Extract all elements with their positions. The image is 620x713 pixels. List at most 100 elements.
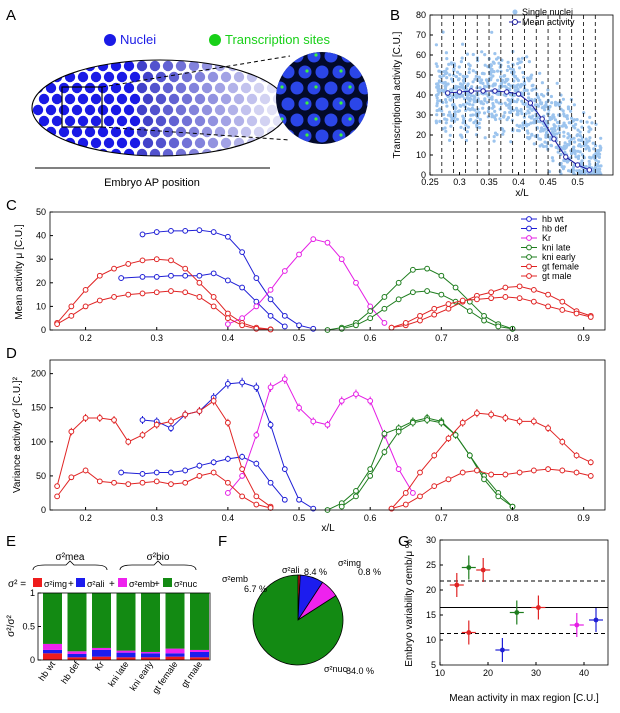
single-nucleus-point <box>506 64 510 69</box>
single-nucleus-point <box>458 103 462 108</box>
single-nucleus-point <box>468 118 472 122</box>
data-point <box>182 227 189 234</box>
nucleus-dot <box>123 148 135 156</box>
e-ytick-label: 0 <box>30 655 35 665</box>
xtick-label: 0.5 <box>293 513 306 523</box>
single-nucleus-point <box>544 103 548 107</box>
single-nucleus-point <box>530 108 534 112</box>
nucleus-dot <box>253 82 265 94</box>
mean-activity-point <box>445 90 451 96</box>
data-point <box>125 291 132 298</box>
single-nucleus-point <box>585 120 589 124</box>
single-nucleus-point <box>544 131 549 135</box>
single-nucleus-point <box>434 62 438 66</box>
single-nucleus-point <box>449 61 453 65</box>
legend-label: hb wt <box>542 214 564 224</box>
data-point <box>445 476 452 483</box>
nucleus-dot <box>45 82 57 94</box>
nucleus-dot <box>136 148 148 156</box>
data-point <box>68 312 75 319</box>
single-nucleus-point <box>587 130 591 134</box>
single-nucleus-point <box>565 117 570 121</box>
single-nucleus-point <box>518 60 522 64</box>
single-nucleus-point <box>509 93 513 97</box>
c-plot-frame <box>49 211 606 331</box>
data-point <box>417 312 423 319</box>
nucleus-dot <box>207 137 219 149</box>
single-nucleus-point <box>542 144 546 149</box>
single-nucleus-point <box>540 101 544 105</box>
nucleus-dot <box>188 60 200 72</box>
data-point <box>281 376 288 382</box>
mean-activity-point <box>456 89 463 95</box>
data-point <box>495 493 502 500</box>
data-point <box>210 459 217 466</box>
single-nucleus-point <box>526 92 531 96</box>
single-nucleus-point <box>437 69 441 73</box>
single-nucleus-point <box>588 115 592 119</box>
nucleus-dot <box>194 115 206 127</box>
single-nucleus-point <box>474 119 478 123</box>
data-point <box>54 321 61 328</box>
single-nucleus-point <box>481 106 485 110</box>
nucleus-micro <box>358 52 368 63</box>
single-nucleus-point <box>455 117 459 121</box>
single-nucleus-point <box>529 121 533 125</box>
single-nucleus-point <box>514 106 519 110</box>
data-point <box>82 303 89 310</box>
data-point <box>431 483 438 490</box>
transcription-site <box>305 101 309 105</box>
single-nucleus-point <box>477 111 481 115</box>
single-nucleus-point <box>584 147 588 151</box>
bar-segment-σ²img <box>92 656 111 660</box>
nucleus-dot <box>129 93 141 105</box>
single-nucleus-point <box>570 116 574 120</box>
nucleus-dot <box>84 60 96 72</box>
single-nucleus-point <box>437 87 441 91</box>
bar-segment-σ²emb <box>165 648 185 654</box>
nucleus-dot <box>58 126 70 138</box>
data-point <box>424 265 431 272</box>
data-point <box>474 296 480 303</box>
data-point <box>530 286 537 293</box>
panel-letter-a: A <box>6 7 16 24</box>
nucleus-micro <box>349 129 363 143</box>
single-nucleus-point <box>496 92 500 96</box>
single-nucleus-point <box>580 125 584 129</box>
single-nucleus-point <box>580 171 584 175</box>
single-nucleus-point <box>448 133 452 137</box>
single-nucleus-point <box>598 144 602 148</box>
bar-segment-σ²nuc <box>165 593 185 649</box>
b-ytick-label: 40 <box>416 90 426 100</box>
single-nucleus-point <box>533 99 537 103</box>
single-nucleus-point <box>599 136 603 140</box>
series-line-kni-late <box>327 268 513 331</box>
single-nucleus-point <box>495 57 499 61</box>
single-nucleus-point <box>594 122 598 126</box>
bar-segment-σ²ali <box>116 652 136 658</box>
e-plus-2: + <box>109 579 115 590</box>
single-nucleus-point <box>483 53 487 57</box>
single-nucleus-point <box>457 65 461 69</box>
single-nucleus-point <box>490 97 494 101</box>
legend-label: gt female <box>542 262 579 272</box>
data-point <box>459 419 466 426</box>
bar-segment-σ²emb <box>43 643 62 650</box>
data-point <box>210 303 217 310</box>
single-nucleus-point <box>502 115 506 119</box>
nucleus-dot <box>220 115 232 127</box>
single-nucleus-point <box>497 61 501 65</box>
panel-f-chart: σ²img 0.8 % σ²ali 8.4 % σ²emb 6.7 % σ²nu… <box>222 558 381 676</box>
single-nucleus-point <box>444 100 448 104</box>
data-point <box>196 462 203 469</box>
bar-segment-σ²nuc <box>141 593 160 652</box>
single-nucleus-point <box>434 119 438 123</box>
b-ytick-label: 0 <box>421 170 426 180</box>
data-point <box>516 418 523 425</box>
xtick-label: 0.9 <box>577 333 590 343</box>
data-point <box>96 297 103 304</box>
single-nucleus-point <box>448 98 452 102</box>
single-nucleus-point <box>532 142 536 146</box>
single-nucleus-point <box>438 99 442 103</box>
legend-label: gt male <box>542 271 572 281</box>
